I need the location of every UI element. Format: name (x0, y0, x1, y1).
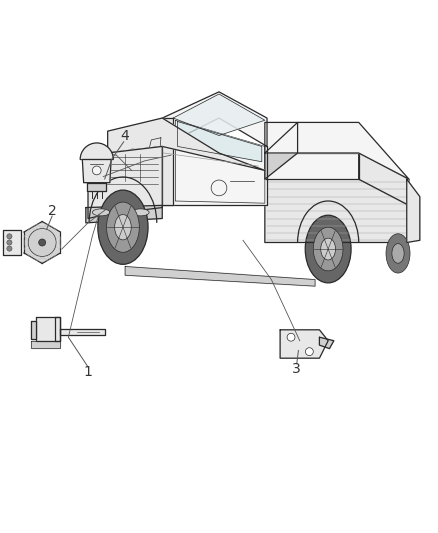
Ellipse shape (106, 202, 139, 252)
Polygon shape (162, 147, 267, 205)
Text: 1: 1 (84, 365, 92, 379)
Polygon shape (173, 94, 265, 135)
Ellipse shape (305, 215, 351, 283)
Circle shape (92, 166, 101, 175)
Polygon shape (265, 179, 409, 243)
Polygon shape (86, 205, 162, 223)
Text: 3: 3 (292, 362, 301, 376)
Polygon shape (88, 147, 162, 219)
Circle shape (7, 234, 12, 239)
Ellipse shape (88, 154, 101, 162)
Circle shape (7, 240, 12, 245)
Polygon shape (31, 321, 35, 338)
Polygon shape (162, 118, 173, 205)
Text: 2: 2 (48, 204, 57, 218)
Polygon shape (55, 317, 60, 341)
Polygon shape (175, 120, 265, 203)
Ellipse shape (115, 215, 131, 240)
Polygon shape (265, 153, 359, 179)
Polygon shape (60, 329, 106, 335)
Polygon shape (177, 122, 262, 161)
Polygon shape (319, 337, 334, 349)
Polygon shape (87, 183, 106, 191)
Circle shape (211, 180, 227, 196)
Circle shape (305, 348, 313, 356)
Polygon shape (265, 123, 409, 179)
Polygon shape (359, 153, 409, 205)
Polygon shape (31, 341, 60, 348)
Ellipse shape (321, 238, 336, 260)
Polygon shape (125, 266, 315, 286)
Polygon shape (108, 118, 265, 171)
Ellipse shape (92, 209, 110, 216)
Text: 4: 4 (121, 130, 130, 143)
Polygon shape (280, 330, 328, 358)
Ellipse shape (98, 190, 148, 264)
Polygon shape (24, 222, 60, 263)
Ellipse shape (392, 244, 404, 263)
Ellipse shape (88, 169, 101, 176)
Polygon shape (149, 138, 161, 149)
Circle shape (287, 333, 295, 341)
Polygon shape (162, 92, 267, 147)
Polygon shape (407, 179, 420, 243)
Polygon shape (35, 317, 60, 341)
Ellipse shape (313, 227, 343, 271)
Circle shape (39, 239, 46, 246)
Circle shape (28, 229, 56, 256)
Circle shape (7, 246, 12, 251)
Polygon shape (265, 123, 297, 179)
Wedge shape (80, 143, 113, 159)
Ellipse shape (132, 209, 149, 216)
Polygon shape (3, 230, 21, 255)
Ellipse shape (386, 234, 410, 273)
Polygon shape (82, 159, 111, 183)
